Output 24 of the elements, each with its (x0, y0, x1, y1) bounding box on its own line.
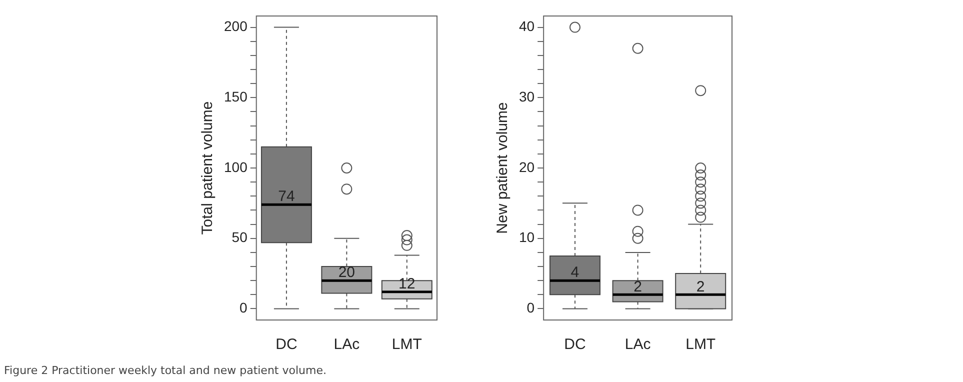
y-tick-label: 0 (240, 300, 248, 316)
y-tick-label: 0 (526, 300, 535, 316)
text: 2 (634, 278, 642, 296)
text: 2 (696, 278, 705, 296)
text: 74 (278, 188, 295, 206)
y-tick-label: 10 (518, 229, 535, 246)
y-tick-label: 20 (518, 158, 535, 175)
text: 20 (338, 264, 356, 282)
y-tick-label: 40 (518, 18, 535, 34)
y-axis-title: Total patient volume (199, 101, 216, 235)
caption: Figure 2 Practitioner weekly total and new patient volume. (4, 364, 326, 377)
x-tick-label: DC (276, 336, 298, 354)
y-tick-label: 150 (224, 88, 248, 104)
x-tick-label: LMT (392, 336, 422, 354)
x-tick-label: LAc (334, 336, 360, 354)
y-tick-label: 50 (232, 229, 248, 246)
y-tick-label: 30 (518, 88, 535, 104)
y-tick-label: 200 (224, 18, 248, 34)
text: 4 (570, 264, 580, 282)
x-tick-label: LAc (624, 336, 652, 354)
y-tick-label: 100 (224, 158, 248, 175)
y-axis-title: New patient volume (494, 102, 512, 234)
x-tick-label: DC (564, 336, 586, 354)
x-tick-label: LMT (686, 336, 716, 354)
